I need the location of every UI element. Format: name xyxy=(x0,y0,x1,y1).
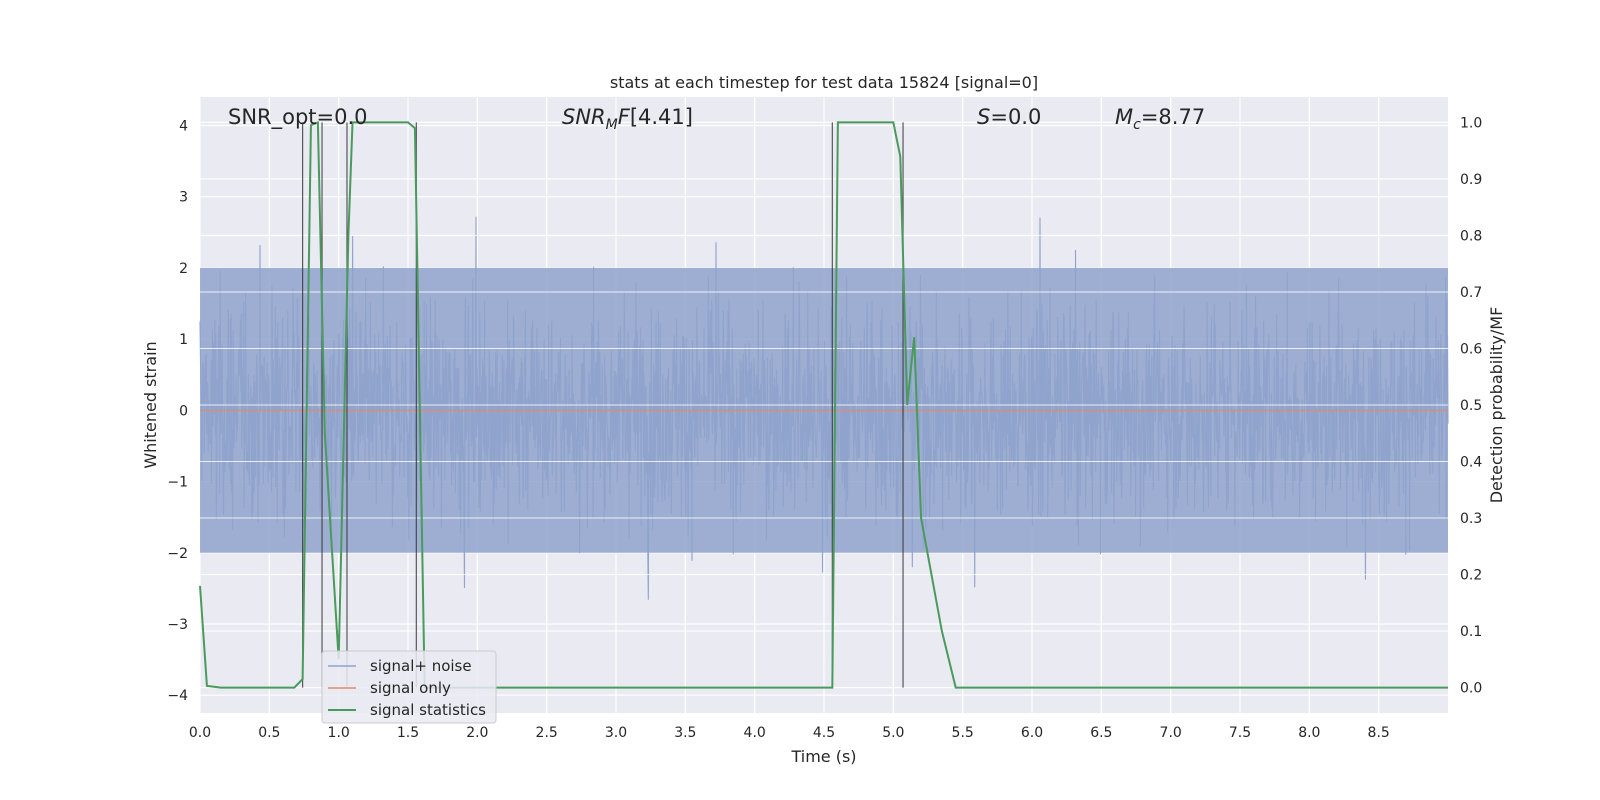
noise-line xyxy=(199,216,1449,600)
mc-annotation: Mc=8.77 xyxy=(1115,105,1205,133)
x-tick-label: 8.0 xyxy=(1298,725,1320,741)
legend: signal+ noise signal only signal statist… xyxy=(321,650,497,724)
x-tick-label: 3.5 xyxy=(674,725,696,741)
x-tick-label: 0.5 xyxy=(258,725,280,741)
x-tick-label: 2.5 xyxy=(536,725,558,741)
y-tick-label: 3 xyxy=(179,190,188,206)
y-tick-label: 2 xyxy=(179,261,188,277)
y-right-tick-label: 0.1 xyxy=(1460,624,1482,640)
s-value: =0.0 xyxy=(990,105,1041,129)
y-tick-label: −1 xyxy=(167,475,188,491)
x-tick-label: 7.0 xyxy=(1160,725,1182,741)
y-right-tick-label: 0.2 xyxy=(1460,568,1482,584)
y-tick-label: 0 xyxy=(179,403,188,419)
x-tick-label: 1.0 xyxy=(328,725,350,741)
x-tick-label: 6.0 xyxy=(1021,725,1043,741)
x-tick-label: 4.5 xyxy=(813,725,835,741)
x-tick-label: 7.5 xyxy=(1229,725,1251,741)
y-right-tick-label: 0.7 xyxy=(1460,285,1482,301)
legend-label-signal-statistics: signal statistics xyxy=(370,701,486,719)
y-axis-right-label: Detection probability/MF xyxy=(1487,307,1506,504)
y-tick-label: −3 xyxy=(167,617,188,633)
x-tick-label: 5.5 xyxy=(952,725,974,741)
y-right-tick-label: 0.9 xyxy=(1460,172,1482,188)
legend-label-signal-plus-noise: signal+ noise xyxy=(370,657,472,675)
y-right-tick-label: 0.3 xyxy=(1460,511,1482,527)
chart-title: stats at each timestep for test data 158… xyxy=(610,73,1038,92)
snr-opt-annotation: SNR_opt=0.0 xyxy=(228,105,368,130)
x-tick-label: 3.0 xyxy=(605,725,627,741)
legend-label-signal-only: signal only xyxy=(370,679,451,697)
s-annotation: S=0.0 xyxy=(977,105,1041,129)
y-right-tick-label: 0.4 xyxy=(1460,455,1482,471)
y-right-tick-label: 0.0 xyxy=(1460,681,1482,697)
y-tick-label: −2 xyxy=(167,546,188,562)
x-tick-label: 0.0 xyxy=(189,725,211,741)
legend-box xyxy=(321,650,497,724)
y-right-tick-label: 0.6 xyxy=(1460,341,1482,357)
tick-labels: 0.0 0.5 1.0 1.5 2.0 2.5 3.0 3.5 4.0 4.5 5.0 5.5 6.0 6… xyxy=(167,115,1482,741)
y-right-tick-label: 1.0 xyxy=(1460,115,1482,131)
x-tick-label: 4.0 xyxy=(744,725,766,741)
y-tick-label: −4 xyxy=(167,688,188,704)
x-tick-label: 8.5 xyxy=(1368,725,1390,741)
snr-mf-value: [4.41] xyxy=(630,105,693,129)
series-signal-statistics xyxy=(199,120,1448,689)
mc-value: =8.77 xyxy=(1141,105,1205,129)
signal-statistics-line xyxy=(199,120,1448,689)
y-right-tick-label: 0.5 xyxy=(1460,398,1482,414)
x-tick-label: 1.5 xyxy=(397,725,419,741)
y-tick-label: 1 xyxy=(179,332,188,348)
x-tick-label: 2.0 xyxy=(466,725,488,741)
x-tick-label: 6.5 xyxy=(1090,725,1112,741)
x-tick-label: 5.0 xyxy=(882,725,904,741)
y-tick-label: 4 xyxy=(179,118,188,134)
x-axis-label: Time (s) xyxy=(790,747,856,766)
y-axis-label: Whitened strain xyxy=(141,341,160,468)
y-right-tick-label: 0.8 xyxy=(1460,228,1482,244)
snr-mf-annotation: SNRMF[4.41] xyxy=(562,105,693,133)
